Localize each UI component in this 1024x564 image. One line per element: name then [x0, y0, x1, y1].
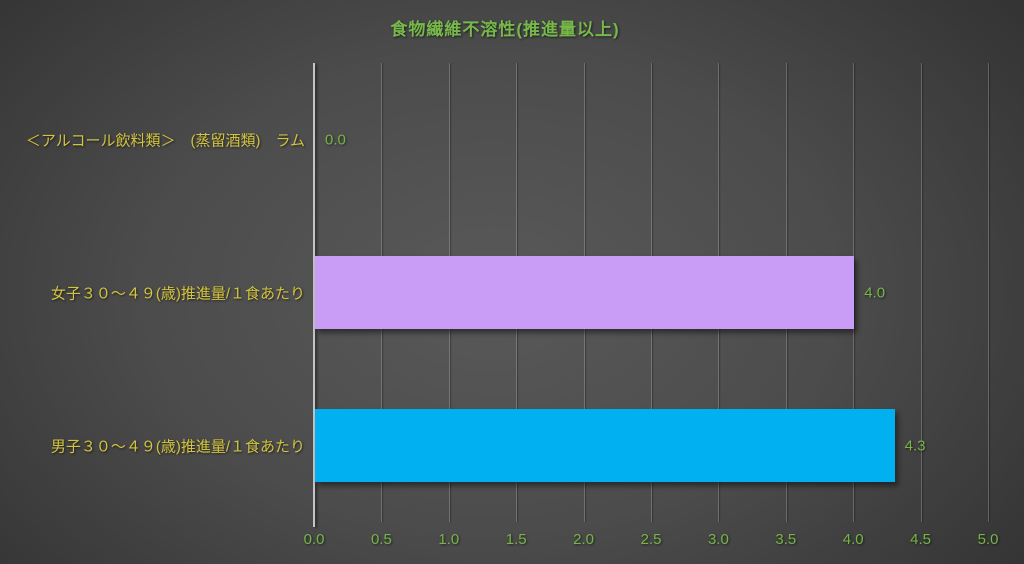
category-label-0: ＜アルコール飲料類＞ (蒸留酒類) ラム — [25, 132, 305, 149]
x-tick-label-10: 5.0 — [977, 531, 999, 548]
category-label-1: 女子３０～４９(歳)推進量/１食あたり — [50, 285, 305, 302]
value-label-1: 4.0 — [864, 284, 886, 301]
x-tick-label-6: 3.0 — [707, 531, 729, 548]
bar-1 — [315, 256, 855, 329]
category-label-2: 男子３０～４９(歳)推進量/１食あたり — [50, 438, 305, 455]
y-axis-line — [313, 63, 315, 527]
bar-2 — [315, 409, 895, 482]
x-tick-label-1: 0.5 — [370, 531, 392, 548]
x-tick-label-3: 1.5 — [505, 531, 527, 548]
plot-area — [313, 63, 989, 527]
x-tick-label-8: 4.0 — [842, 531, 864, 548]
x-tick-label-2: 1.0 — [438, 531, 460, 548]
x-tick-label-5: 2.5 — [640, 531, 662, 548]
chart-title: 食物繊維不溶性(推進量以上) — [390, 20, 620, 39]
x-tick-label-4: 2.0 — [573, 531, 595, 548]
gridline — [988, 63, 989, 522]
x-tick-label-7: 3.5 — [775, 531, 797, 548]
gridline — [920, 63, 922, 522]
x-tick-label-0: 0.0 — [303, 531, 325, 548]
value-label-2: 4.3 — [904, 437, 926, 454]
value-label-0: 0.0 — [325, 131, 346, 148]
x-tick-label-9: 4.5 — [910, 531, 932, 548]
